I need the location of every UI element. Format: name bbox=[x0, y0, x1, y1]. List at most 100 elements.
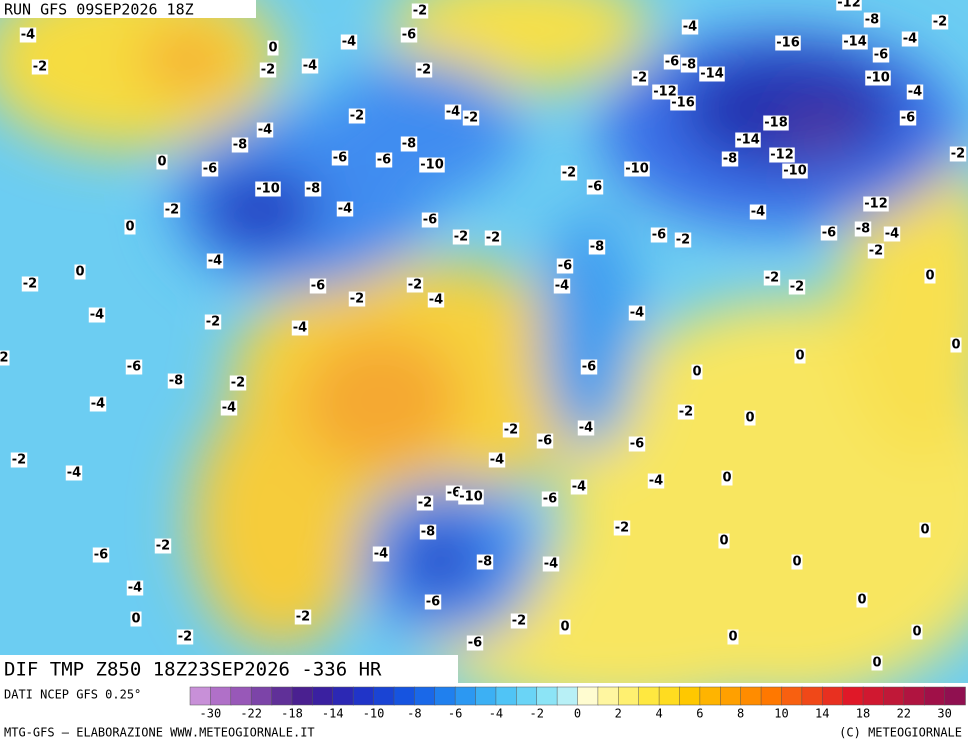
colorbar-swatch bbox=[352, 686, 375, 706]
contour-label: -4 bbox=[903, 32, 917, 47]
contour-label: -12 bbox=[837, 0, 861, 11]
contour-label-box bbox=[348, 108, 366, 124]
contour-label: -6 bbox=[447, 486, 461, 501]
contour-label: -8 bbox=[169, 374, 183, 389]
contour-label: 0 bbox=[131, 612, 140, 627]
contour-label-box bbox=[631, 70, 649, 86]
contour-label-box bbox=[899, 110, 917, 126]
contour-label-box bbox=[452, 229, 470, 245]
contour-label: -2 bbox=[486, 231, 500, 246]
contour-label: -8 bbox=[590, 240, 604, 255]
contour-label-box bbox=[775, 35, 801, 51]
contour-label: -2 bbox=[679, 405, 693, 420]
colorbar-swatch bbox=[821, 686, 844, 706]
contour-label-box bbox=[415, 62, 433, 78]
contour-label-box bbox=[445, 485, 463, 501]
contour-label-box bbox=[291, 320, 309, 336]
contour-label: -14 bbox=[700, 67, 724, 82]
contour-label: -6 bbox=[652, 228, 666, 243]
contour-label: -2 bbox=[512, 614, 526, 629]
contour-label: -8 bbox=[306, 182, 320, 197]
colorbar-tick-label: -18 bbox=[281, 707, 303, 721]
run-box bbox=[0, 0, 256, 18]
contour-label: -16 bbox=[776, 36, 800, 51]
contour-label-box bbox=[466, 635, 484, 651]
colorbar-swatch bbox=[536, 686, 558, 706]
contour-label: -6 bbox=[538, 434, 552, 449]
contour-label: -4 bbox=[885, 227, 899, 242]
contour-label-box bbox=[204, 314, 222, 330]
colorbar-tick-label: -22 bbox=[240, 707, 262, 721]
contour-label-box bbox=[919, 522, 931, 538]
contour-label-box bbox=[674, 232, 692, 248]
contour-label: -2 bbox=[413, 4, 427, 19]
contour-label: -8 bbox=[478, 555, 492, 570]
contour-label: -8 bbox=[856, 222, 870, 237]
contour-label-box bbox=[588, 239, 606, 255]
contour-label: -4 bbox=[572, 480, 586, 495]
colorbar-swatch bbox=[393, 686, 416, 706]
contour-label: -8 bbox=[421, 525, 435, 540]
contour-label: -4 bbox=[579, 421, 593, 436]
contour-label-box bbox=[794, 348, 806, 364]
contour-label-box bbox=[883, 226, 901, 242]
contour-label: -6 bbox=[94, 548, 108, 563]
contour-label: -6 bbox=[588, 180, 602, 195]
contour-label-box bbox=[763, 115, 789, 131]
contour-label: 0 bbox=[692, 365, 701, 380]
contour-label: 0 bbox=[75, 265, 84, 280]
contour-label: -2 bbox=[765, 271, 779, 286]
contour-label: -4 bbox=[338, 202, 352, 217]
contour-label: -6 bbox=[402, 28, 416, 43]
run-info: RUN GFS 09SEP2026 18Z bbox=[4, 1, 194, 19]
contour-label: -4 bbox=[293, 321, 307, 336]
contour-label: -4 bbox=[374, 547, 388, 562]
contour-label-box bbox=[331, 150, 349, 166]
contour-label-box bbox=[867, 243, 885, 259]
contour-label-box bbox=[842, 34, 868, 50]
colorbar-swatch bbox=[312, 686, 334, 706]
contour-label: 0 bbox=[795, 349, 804, 364]
contour-label: -2 bbox=[350, 292, 364, 307]
contour-label: -4 bbox=[544, 557, 558, 572]
contour-label: -2 bbox=[408, 278, 422, 293]
contour-label-box bbox=[74, 264, 86, 280]
contour-label: -2 bbox=[454, 230, 468, 245]
contour-label-box bbox=[727, 629, 739, 645]
contour-label-box bbox=[670, 95, 696, 111]
contour-label-box bbox=[206, 253, 224, 269]
contour-label: -14 bbox=[736, 133, 760, 148]
contour-label-box bbox=[419, 157, 445, 173]
contour-label: -4 bbox=[555, 279, 569, 294]
contour-label: -2 bbox=[261, 63, 275, 78]
colorbar-swatch bbox=[760, 686, 783, 706]
contour-label-box bbox=[863, 196, 889, 212]
contour-label: -6 bbox=[311, 279, 325, 294]
contour-label-box bbox=[820, 225, 838, 241]
contour-label-box bbox=[542, 556, 560, 572]
contour-label-box bbox=[156, 154, 168, 170]
contour-label-box bbox=[126, 580, 144, 596]
title-box bbox=[0, 655, 458, 683]
contour-label-box bbox=[424, 594, 442, 610]
colorbar-swatch bbox=[271, 686, 293, 706]
contour-label: -8 bbox=[402, 137, 416, 152]
colorbar-swatch bbox=[250, 686, 273, 706]
contour-label: 0 bbox=[792, 555, 801, 570]
contour-label: -6 bbox=[426, 595, 440, 610]
contour-label: 0 bbox=[560, 620, 569, 635]
colorbar-tick-label: 0 bbox=[574, 707, 581, 721]
contour-label-box bbox=[691, 364, 703, 380]
contour-label-box bbox=[267, 40, 279, 56]
contour-label: -14 bbox=[843, 35, 867, 50]
contour-label-box bbox=[650, 227, 668, 243]
contour-label: -2 bbox=[33, 60, 47, 75]
contour-label-box bbox=[628, 305, 646, 321]
colorbar-swatch bbox=[291, 686, 314, 706]
contour-label-box bbox=[10, 452, 28, 468]
contour-label: -2 bbox=[418, 496, 432, 511]
colorbar-tick-label: -30 bbox=[200, 707, 222, 721]
colorbar-swatch bbox=[923, 686, 946, 706]
colorbar-tick-label: -14 bbox=[322, 707, 344, 721]
colorbar-tick-label: 18 bbox=[856, 707, 870, 721]
